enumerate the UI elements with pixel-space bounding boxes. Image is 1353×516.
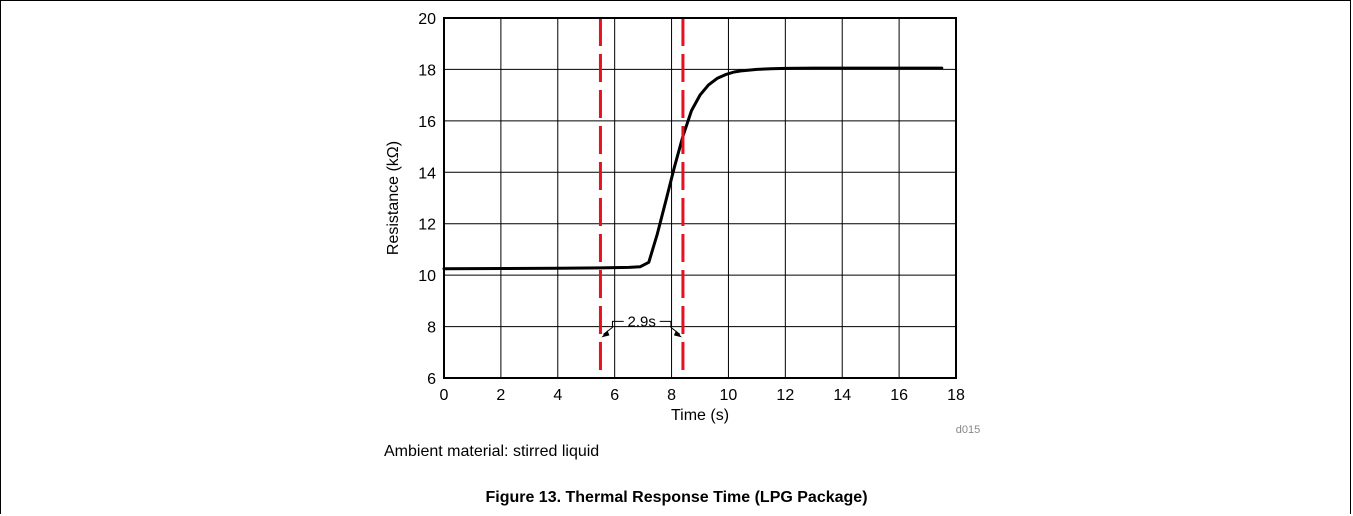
x-tick-label: 14 bbox=[833, 387, 851, 404]
y-tick-label: 8 bbox=[427, 320, 436, 337]
x-tick-label: 4 bbox=[553, 387, 562, 404]
ambient-note: Ambient material: stirred liquid bbox=[384, 443, 600, 460]
y-tick-label: 14 bbox=[418, 165, 436, 182]
marker-lines bbox=[598, 18, 685, 378]
x-tick-label: 6 bbox=[610, 387, 619, 404]
x-tick-label: 2 bbox=[496, 387, 505, 404]
y-tick-label: 18 bbox=[418, 62, 436, 79]
x-axis-label: Time (s) bbox=[671, 407, 729, 424]
y-tick-label: 6 bbox=[427, 371, 436, 388]
chart-grid bbox=[443, 17, 957, 379]
interval-label: 2.9s bbox=[628, 313, 656, 330]
y-axis-label: Resistance (kΩ) bbox=[385, 141, 402, 255]
x-tick-label: 18 bbox=[947, 387, 965, 404]
y-tick-label: 16 bbox=[418, 114, 436, 131]
interval-annotation: 2.9s bbox=[601, 313, 682, 338]
figure-caption: Figure 13. Thermal Response Time (LPG Pa… bbox=[485, 489, 868, 506]
x-tick-label: 0 bbox=[440, 387, 449, 404]
tick-labels: 0 2 4 6 8 10 12 14 16 18 6 8 10 12 14 16 18 20 bbox=[418, 11, 965, 404]
x-tick-label: 8 bbox=[667, 387, 676, 404]
interval-leader-left bbox=[603, 320, 624, 335]
interval-leader-right bbox=[659, 320, 681, 335]
plot-border bbox=[443, 17, 957, 379]
series-line bbox=[442, 66, 944, 271]
x-tick-label: 12 bbox=[776, 387, 794, 404]
interval-arrow-left bbox=[601, 330, 610, 338]
x-tick-label: 10 bbox=[720, 387, 738, 404]
x-tick-label: 16 bbox=[890, 387, 908, 404]
series-layer bbox=[442, 66, 944, 271]
figure-code: d015 bbox=[956, 424, 980, 436]
interval-arrow-right bbox=[673, 330, 682, 338]
y-tick-label: 12 bbox=[418, 217, 436, 234]
y-tick-label: 20 bbox=[418, 11, 436, 28]
y-tick-label: 10 bbox=[418, 268, 436, 285]
